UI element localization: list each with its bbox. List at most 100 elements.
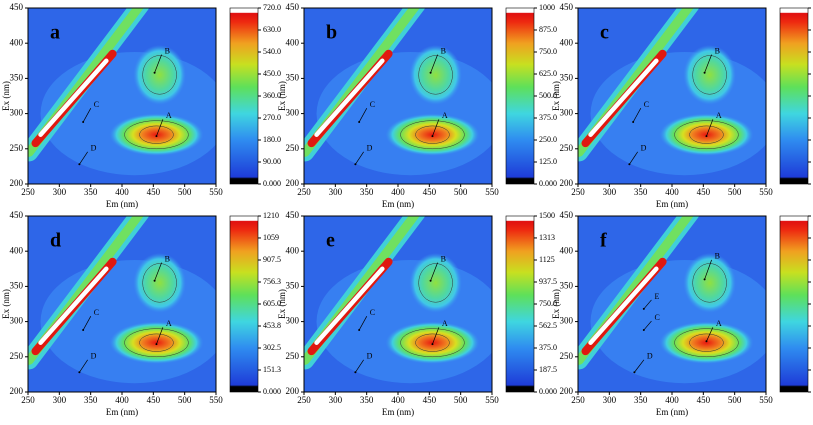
annotation: D [367, 144, 373, 153]
panel: 250 300 350 400 450 500 550200250300350400450E… [277, 210, 557, 417]
contour-line [124, 328, 189, 358]
y-tick-label: 250 [10, 143, 24, 153]
annotation-arrowhead [642, 329, 645, 332]
annotation-arrowhead [633, 371, 636, 374]
annotation-arrowhead [354, 371, 357, 374]
y-tick-label: 300 [286, 108, 300, 118]
contour-line [415, 125, 450, 144]
panel-label: e [326, 230, 335, 252]
contour-field [578, 216, 766, 392]
contour-line [689, 333, 724, 352]
peak-b-region [409, 252, 462, 313]
annotation-arrowhead [431, 343, 434, 346]
annotation: E [654, 292, 659, 301]
x-tick-label: 400 [665, 395, 679, 405]
scatter-streak [588, 58, 659, 137]
y-axis-label: Ex (nm) [1, 289, 11, 319]
peak-a-region [385, 321, 480, 364]
annotation: A [442, 111, 448, 120]
colorbar-tick-label: 450.0 [263, 69, 281, 78]
annotation-arrowhead [703, 71, 706, 74]
annotation-arrow [706, 119, 714, 137]
annotation-arrowhead [358, 329, 361, 332]
annotation-arrow [156, 119, 164, 137]
y-tick-label: 250 [286, 143, 300, 153]
contour-line [139, 333, 174, 352]
contour-line [400, 120, 465, 150]
y-tick-label: 400 [10, 37, 24, 47]
colorbar-tick-label: 1210 [263, 211, 279, 220]
y-tick-label: 250 [560, 351, 574, 361]
y-tick-label: 200 [286, 386, 300, 396]
annotation-arrowhead [703, 278, 706, 281]
colorbar [229, 7, 259, 185]
annotation-arrow [432, 327, 440, 345]
y-tick-label: 200 [10, 178, 24, 188]
y-tick-label: 300 [560, 316, 574, 326]
colorbar-tick-label: 151.3 [263, 365, 281, 374]
annotation: C [370, 100, 375, 109]
y-tick-label: 400 [560, 245, 574, 255]
x-tick-label: 500 [454, 395, 468, 405]
y-tick-label: 250 [10, 351, 24, 361]
y-tick-label: 450 [286, 2, 300, 12]
y-tick-label: 250 [560, 143, 574, 153]
annotation: D [367, 352, 373, 361]
annotation-arrow [430, 54, 438, 73]
annotation: C [654, 313, 659, 322]
contour-field [304, 8, 492, 184]
annotation-arrowhead [429, 71, 432, 74]
contour-line [124, 120, 189, 150]
colorbar [229, 215, 259, 393]
contour-field [28, 216, 216, 392]
annotation-arrowhead [642, 307, 645, 310]
annotation: A [716, 319, 722, 328]
panel: 250 300 350 400 450 500 550200250300350400450E… [1, 210, 281, 417]
peak-b-region [683, 44, 736, 105]
y-tick-label: 300 [10, 108, 24, 118]
panel-label: c [600, 22, 609, 44]
annotation: A [166, 319, 172, 328]
peak-b-region [409, 44, 462, 105]
x-tick-label: 250 [21, 187, 35, 197]
colorbar-tick-label: 540.0 [263, 47, 281, 56]
x-tick-label: 400 [665, 187, 679, 197]
peak-a-region [109, 321, 204, 364]
colorbar [505, 215, 535, 393]
annotation: D [641, 144, 647, 153]
annotation-arrow [643, 299, 652, 310]
x-tick-label: 550 [209, 395, 223, 405]
colorbar-tick-label: 302.5 [263, 343, 281, 352]
colorbar-tick-label: 180.0 [263, 135, 281, 144]
colorbar-tick-label: 750.0 [539, 299, 557, 308]
x-tick-label: 350 [360, 187, 374, 197]
annotation: B [441, 46, 446, 55]
x-tick-label: 300 [53, 395, 67, 405]
annotation-arrow [643, 320, 652, 331]
contour-line [418, 263, 453, 303]
y-tick-label: 200 [10, 386, 24, 396]
colorbar-tick-label: 375.0 [539, 343, 557, 352]
scatter-streak [314, 266, 385, 345]
annotation: B [165, 46, 170, 55]
colorbar-tick-label: 500.0 [539, 91, 557, 100]
contour-line [415, 333, 450, 352]
y-tick-label: 350 [560, 280, 574, 290]
annotation-arrowhead [705, 340, 708, 343]
panel-label: a [50, 22, 60, 44]
y-tick-label: 400 [10, 245, 24, 255]
x-axis-label: Em (nm) [106, 199, 138, 209]
panel-label: d [50, 230, 61, 252]
x-axis-label: Em (nm) [106, 407, 138, 417]
x-tick-label: 250 [21, 395, 35, 405]
x-tick-label: 500 [178, 395, 192, 405]
x-tick-label: 450 [423, 395, 437, 405]
y-tick-label: 450 [286, 210, 300, 220]
contour-line [418, 55, 453, 95]
colorbar-tick-label: 1313 [539, 233, 555, 242]
colorbar-tick-label: 0.000 [539, 387, 557, 396]
annotation-arrowhead [632, 121, 635, 124]
y-axis-label: Ex (nm) [277, 289, 287, 319]
contour-line [400, 328, 465, 358]
